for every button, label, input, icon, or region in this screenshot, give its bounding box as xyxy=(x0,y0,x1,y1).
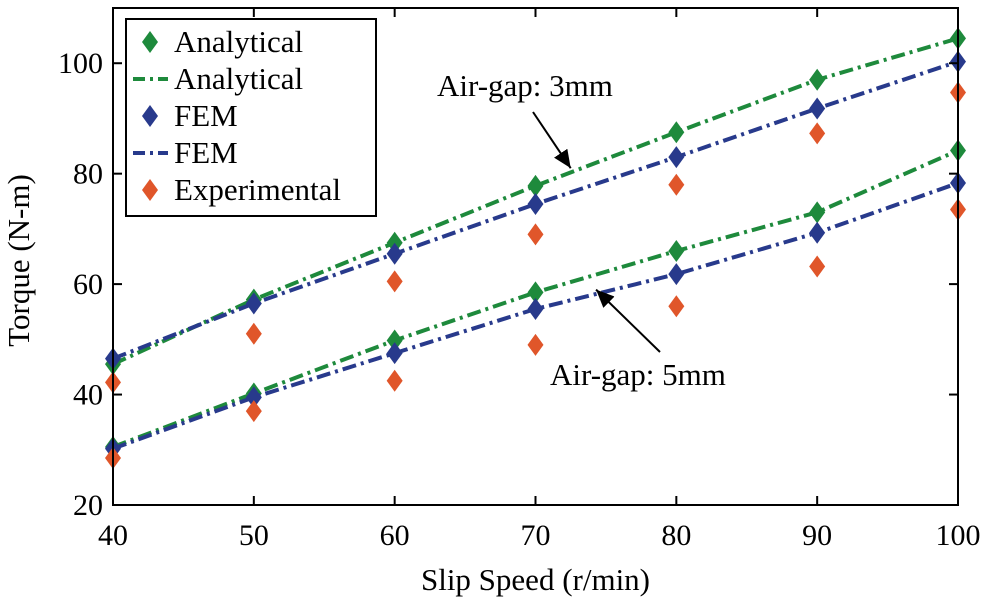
data-point xyxy=(245,400,262,423)
annotations: Air-gap: 3mm Air-gap: 5mm xyxy=(437,68,726,392)
x-axis-title: Slip Speed (r/min) xyxy=(421,562,650,597)
legend-item: FEM xyxy=(142,98,238,133)
legend-item: Analytical xyxy=(133,61,303,96)
annotation-arrow xyxy=(532,111,572,169)
data-point xyxy=(668,239,685,262)
data-point xyxy=(386,270,403,293)
data-point xyxy=(245,322,262,345)
legend-label: Analytical xyxy=(174,24,303,59)
data-point xyxy=(809,97,826,120)
data-point xyxy=(527,281,544,304)
data-point xyxy=(809,255,826,278)
data-point xyxy=(386,342,403,365)
legend-label: Analytical xyxy=(174,61,303,96)
data-point xyxy=(386,329,403,352)
legend-marker xyxy=(142,105,158,127)
y-axis-title: Torque (N-m) xyxy=(1,174,36,347)
data-point xyxy=(386,369,403,392)
x-tick-label: 80 xyxy=(661,519,691,552)
y-tick-label: 40 xyxy=(73,379,103,412)
y-tick-label: 60 xyxy=(73,268,103,301)
legend-item: Experimental xyxy=(142,172,341,207)
data-point xyxy=(527,297,544,320)
legend-box xyxy=(125,18,377,217)
legend-item: FEM xyxy=(133,135,238,170)
data-point xyxy=(527,193,544,216)
data-point xyxy=(245,292,262,315)
legend-label: Experimental xyxy=(174,172,341,207)
data-point xyxy=(668,295,685,318)
data-point xyxy=(668,121,685,144)
legend-marker xyxy=(142,31,158,53)
data-point xyxy=(809,221,826,244)
series-fem-3mm xyxy=(105,50,966,370)
series-experimental-5mm xyxy=(105,198,966,470)
annotation-label: Air-gap: 5mm xyxy=(550,357,726,392)
data-point xyxy=(527,174,544,197)
data-point xyxy=(386,231,403,254)
y-tick-label: 20 xyxy=(73,489,103,522)
x-tick-label: 70 xyxy=(521,519,551,552)
legend-marker xyxy=(142,179,158,201)
x-tick-label: 60 xyxy=(380,519,410,552)
data-point xyxy=(527,223,544,246)
y-tick-label: 100 xyxy=(58,47,103,80)
data-point xyxy=(245,386,262,409)
legend-label: FEM xyxy=(174,135,238,170)
data-point xyxy=(668,173,685,196)
legend-item: Analytical xyxy=(142,24,303,59)
data-point xyxy=(668,263,685,286)
data-point xyxy=(809,122,826,145)
x-tick-label: 100 xyxy=(936,519,981,552)
annotation-arrow xyxy=(595,288,661,353)
data-point xyxy=(809,68,826,91)
x-tick-label: 90 xyxy=(802,519,832,552)
data-point xyxy=(668,146,685,169)
data-point xyxy=(809,201,826,224)
x-tick-label: 50 xyxy=(239,519,269,552)
data-point xyxy=(527,333,544,356)
legend-label: FEM xyxy=(174,98,238,133)
y-tick-label: 80 xyxy=(73,158,103,191)
annotation-label: Air-gap: 3mm xyxy=(437,68,613,103)
x-tick-label: 40 xyxy=(98,519,128,552)
data-point xyxy=(386,242,403,265)
